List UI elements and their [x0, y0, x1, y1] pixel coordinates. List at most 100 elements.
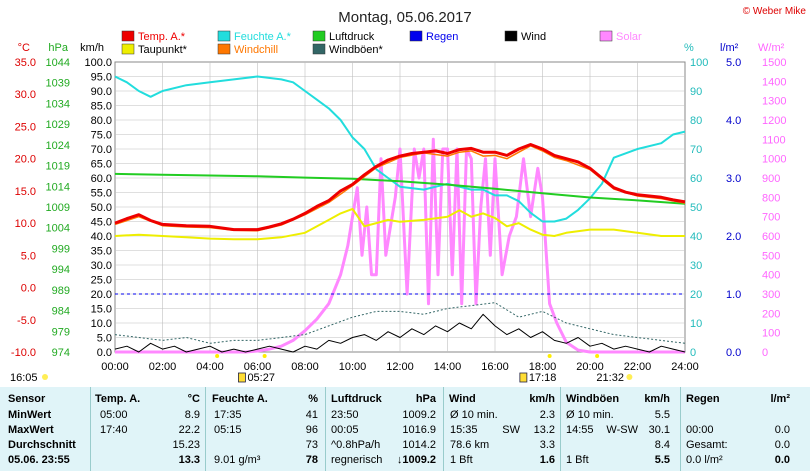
- humidity-tick: 90: [690, 86, 702, 98]
- wind-tick: 60.0: [91, 173, 112, 185]
- pressure-value: ↓1009.2: [396, 454, 436, 466]
- pressure-tick: 1034: [46, 98, 70, 110]
- wind-label: Ø 10 min.: [450, 409, 498, 421]
- solar-unit: W/m²: [758, 42, 785, 54]
- pressure-tick: 1014: [46, 181, 70, 193]
- solar-line: [115, 137, 685, 354]
- marker-icon: [519, 372, 528, 383]
- rain-value: 0.0: [774, 454, 790, 466]
- legend-label: Temp. A.*: [138, 31, 186, 43]
- pressure-tick: 1029: [46, 119, 70, 131]
- x-tick: 12:00: [386, 361, 414, 373]
- x-tick: 24:00: [671, 361, 699, 373]
- temp-tick: 20.0: [15, 154, 36, 166]
- humidity-tick: 40: [690, 231, 702, 243]
- wind-tick: 70.0: [91, 144, 112, 156]
- rain-unit: l/m²: [720, 42, 739, 54]
- sun-dot: [547, 354, 552, 358]
- row-label: 05.06. 23:55: [8, 454, 70, 466]
- legend-swatch: [599, 30, 613, 42]
- pressure-time: 23:50: [331, 409, 359, 421]
- legend-label: Luftdruck: [329, 31, 375, 43]
- humidity-tick: 100: [690, 57, 708, 69]
- header-temp-unit: °C: [187, 393, 200, 405]
- gust-label: Ø 10 min.: [566, 409, 614, 421]
- legend-swatch: [504, 30, 518, 42]
- rain-value: 0.0: [774, 424, 790, 436]
- humidity-time: 05:15: [214, 424, 242, 436]
- wind-tick: 80.0: [91, 115, 112, 127]
- humidity-tick: 80: [690, 115, 702, 127]
- legend-swatch: [121, 30, 135, 42]
- legend-label: Windchill: [234, 44, 278, 56]
- solar-tick: 300: [762, 289, 780, 301]
- moon-icon: [42, 374, 48, 380]
- header-temp: Temp. A.: [95, 393, 141, 405]
- header-humidity: Feuchte A.: [212, 393, 268, 405]
- humidity-line: [114, 75, 686, 223]
- solar-tick: 600: [762, 231, 780, 243]
- wind-tick: 85.0: [91, 101, 112, 113]
- table-divider: [325, 387, 326, 471]
- humidity-value: 41: [305, 409, 318, 421]
- humidity-time: 17:35: [214, 409, 242, 421]
- pressure-tick: 999: [52, 243, 70, 255]
- axes: 35.0 30.0 25.0 20.0 15.0 10.0 5.0 0.0 -5.0 -10.0 1…: [11, 42, 787, 373]
- pressure-tick: 1039: [46, 78, 70, 90]
- sunset-time: 21:32: [596, 372, 624, 384]
- table-divider: [443, 387, 444, 471]
- wind-tick: 0.0: [97, 347, 112, 359]
- header-gust-unit: km/h: [644, 393, 670, 405]
- humidity-value: 73: [305, 439, 318, 451]
- header-gust: Windböen: [566, 393, 620, 405]
- pressure-tick: 984: [52, 306, 70, 318]
- humidity-tick: 30: [690, 260, 702, 272]
- humidity-value: 78: [305, 454, 318, 466]
- legend-label: Feuchte A.*: [234, 31, 292, 43]
- humidity-tick: 50: [690, 202, 702, 214]
- header-pressure-unit: hPa: [415, 393, 436, 405]
- pressure-value: 1016.9: [402, 424, 436, 436]
- humidity-tick: 0: [690, 347, 696, 359]
- legend-swatch: [121, 43, 135, 55]
- x-tick: 20:00: [576, 361, 604, 373]
- x-tick: 10:00: [339, 361, 367, 373]
- legend-swatch: [312, 43, 326, 55]
- wind-value: 2.3: [539, 409, 555, 421]
- temp-tick: 10.0: [15, 218, 36, 230]
- series-layer: [114, 75, 686, 354]
- rain-label: 00:00: [686, 424, 714, 436]
- wind-tick: 30.0: [91, 260, 112, 272]
- humidity-tick: 60: [690, 173, 702, 185]
- x-tick: 14:00: [434, 361, 462, 373]
- sunrise-icon: [238, 372, 246, 383]
- marker-time: 17:18: [529, 372, 557, 384]
- legend-swatch: [312, 30, 326, 42]
- rain-label: Gesamt:: [686, 439, 728, 451]
- chart-title: Montag, 05.06.2017: [338, 9, 471, 26]
- legend-label: Taupunkt*: [138, 44, 188, 56]
- copyright-text: © Weber Mike: [743, 6, 807, 17]
- humidity-value: 96: [305, 424, 318, 436]
- temp-tick: 5.0: [21, 250, 36, 262]
- x-tick: 08:00: [291, 361, 319, 373]
- sun-dot: [215, 354, 220, 358]
- wind-tick: 100.0: [84, 57, 112, 69]
- rain-tick: 5.0: [726, 57, 741, 69]
- temp-tick: -10.0: [11, 347, 36, 359]
- wind-tick: 55.0: [91, 188, 112, 200]
- gust-label: 1 Bft: [566, 454, 589, 466]
- solar-tick: 900: [762, 173, 780, 185]
- solar-tick: 1400: [762, 76, 786, 88]
- rain-tick: 3.0: [726, 173, 741, 185]
- x-tick: 22:00: [624, 361, 652, 373]
- sun-dot: [595, 354, 600, 358]
- temp-tick: 25.0: [15, 121, 36, 133]
- x-tick: 02:00: [149, 361, 177, 373]
- gusts-line: [114, 302, 686, 344]
- header-humidity-unit: %: [308, 393, 318, 405]
- wind-tick: 5.0: [97, 333, 112, 345]
- header-rain: Regen: [686, 393, 720, 405]
- temp-line: [114, 143, 686, 232]
- wind-tick: 20.0: [91, 289, 112, 301]
